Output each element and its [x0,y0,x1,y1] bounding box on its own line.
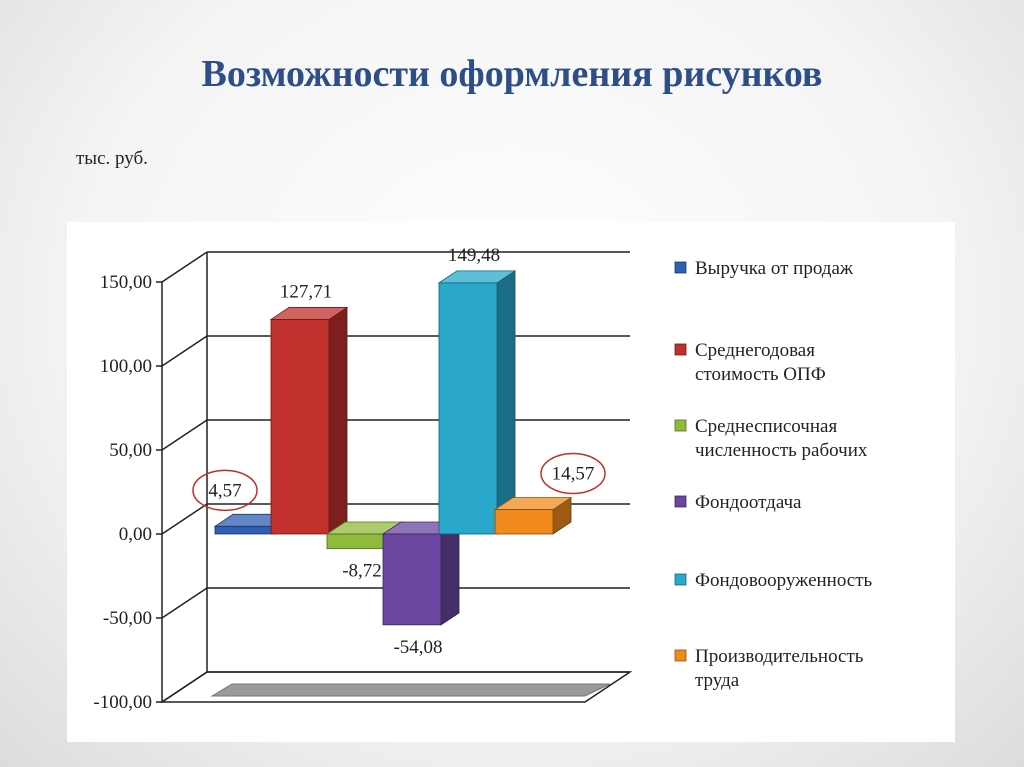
bar-front [494,509,554,535]
legend-label: Выручка от продаж [695,258,854,279]
legend-swatch [674,343,687,356]
bar-front [270,319,330,535]
y-tick-label: 50,00 [109,440,152,461]
bar-side [440,521,460,626]
legend-entry: Фондоотдача [674,492,802,513]
bar-5 [437,270,517,535]
y-tick-label: -50,00 [103,608,152,629]
label-highlight-circle [192,469,258,512]
legend-label: Среднегодовая [695,340,815,361]
bar-side [328,306,348,535]
legend-label: Среднесписочная [695,416,837,437]
label-highlight-circle [540,452,606,495]
y-tick-labels: 150,00 100,00 50,00 0,00 -50,00 -100,00 [93,272,152,713]
legend-label: Фондовооруженность [695,570,873,591]
gridline-side [161,419,208,451]
legend: Выручка от продаж Среднегодовая стоимость … [674,258,873,691]
bar-6 [493,496,573,535]
bars [213,270,573,626]
bar-chart: 150,00 100,00 50,00 0,00 -50,00 -100,00 4,57 1… [93,245,873,713]
legend-entry: Среднесписочная численность рабочих [674,416,868,461]
gridline-side [161,587,208,619]
legend-label: Производительность [695,646,864,667]
legend-swatch [674,573,687,586]
data-label: 127,71 [280,281,332,302]
data-labels: 4,57 127,71 -8,72 -54,08 149,48 14,57 [192,245,606,658]
bar-front [438,282,498,535]
y-tick-label: -100,00 [93,692,152,713]
legend-swatch [674,649,687,662]
legend-entry: Выручка от продаж [674,258,854,279]
data-label: -54,08 [393,637,442,658]
gridline-side [161,335,208,367]
data-label: -8,72 [342,561,382,582]
chart-floor [210,683,611,697]
gridline-side [161,671,208,703]
data-label: 4,57 [208,480,241,501]
legend-swatch [674,495,687,508]
legend-label: труда [695,670,740,691]
y-tick-label: 150,00 [100,272,152,293]
legend-label: численность рабочих [695,440,868,461]
legend-label: стоимость ОПФ [695,364,826,385]
y-tick-label: 0,00 [119,524,152,545]
bar-front [382,533,442,626]
legend-entry: Среднегодовая стоимость ОПФ [674,340,826,385]
legend-entry: Фондовооруженность [674,570,873,591]
bar-3 [325,521,405,550]
bar-front [214,525,274,535]
bar-4 [381,521,461,626]
bar-side [496,270,516,535]
data-label: 149,48 [448,245,500,266]
legend-entry: Производительность труда [674,646,864,691]
bar-2 [269,306,349,535]
page-title: Возможности оформления рисунков [201,53,823,95]
units-label: тыс. руб. [76,148,148,169]
legend-label: Фондоотдача [695,492,802,513]
data-label: 14,57 [552,464,595,485]
gridline-side [161,503,208,535]
legend-swatch [674,419,687,432]
chart-area: 150,00 100,00 50,00 0,00 -50,00 -100,00 4,57 1… [67,222,955,742]
gridline-side [161,251,208,283]
chart-walls [159,252,633,703]
bar-front [326,533,386,550]
legend-swatch [674,261,687,274]
y-tick-label: 100,00 [100,356,152,377]
